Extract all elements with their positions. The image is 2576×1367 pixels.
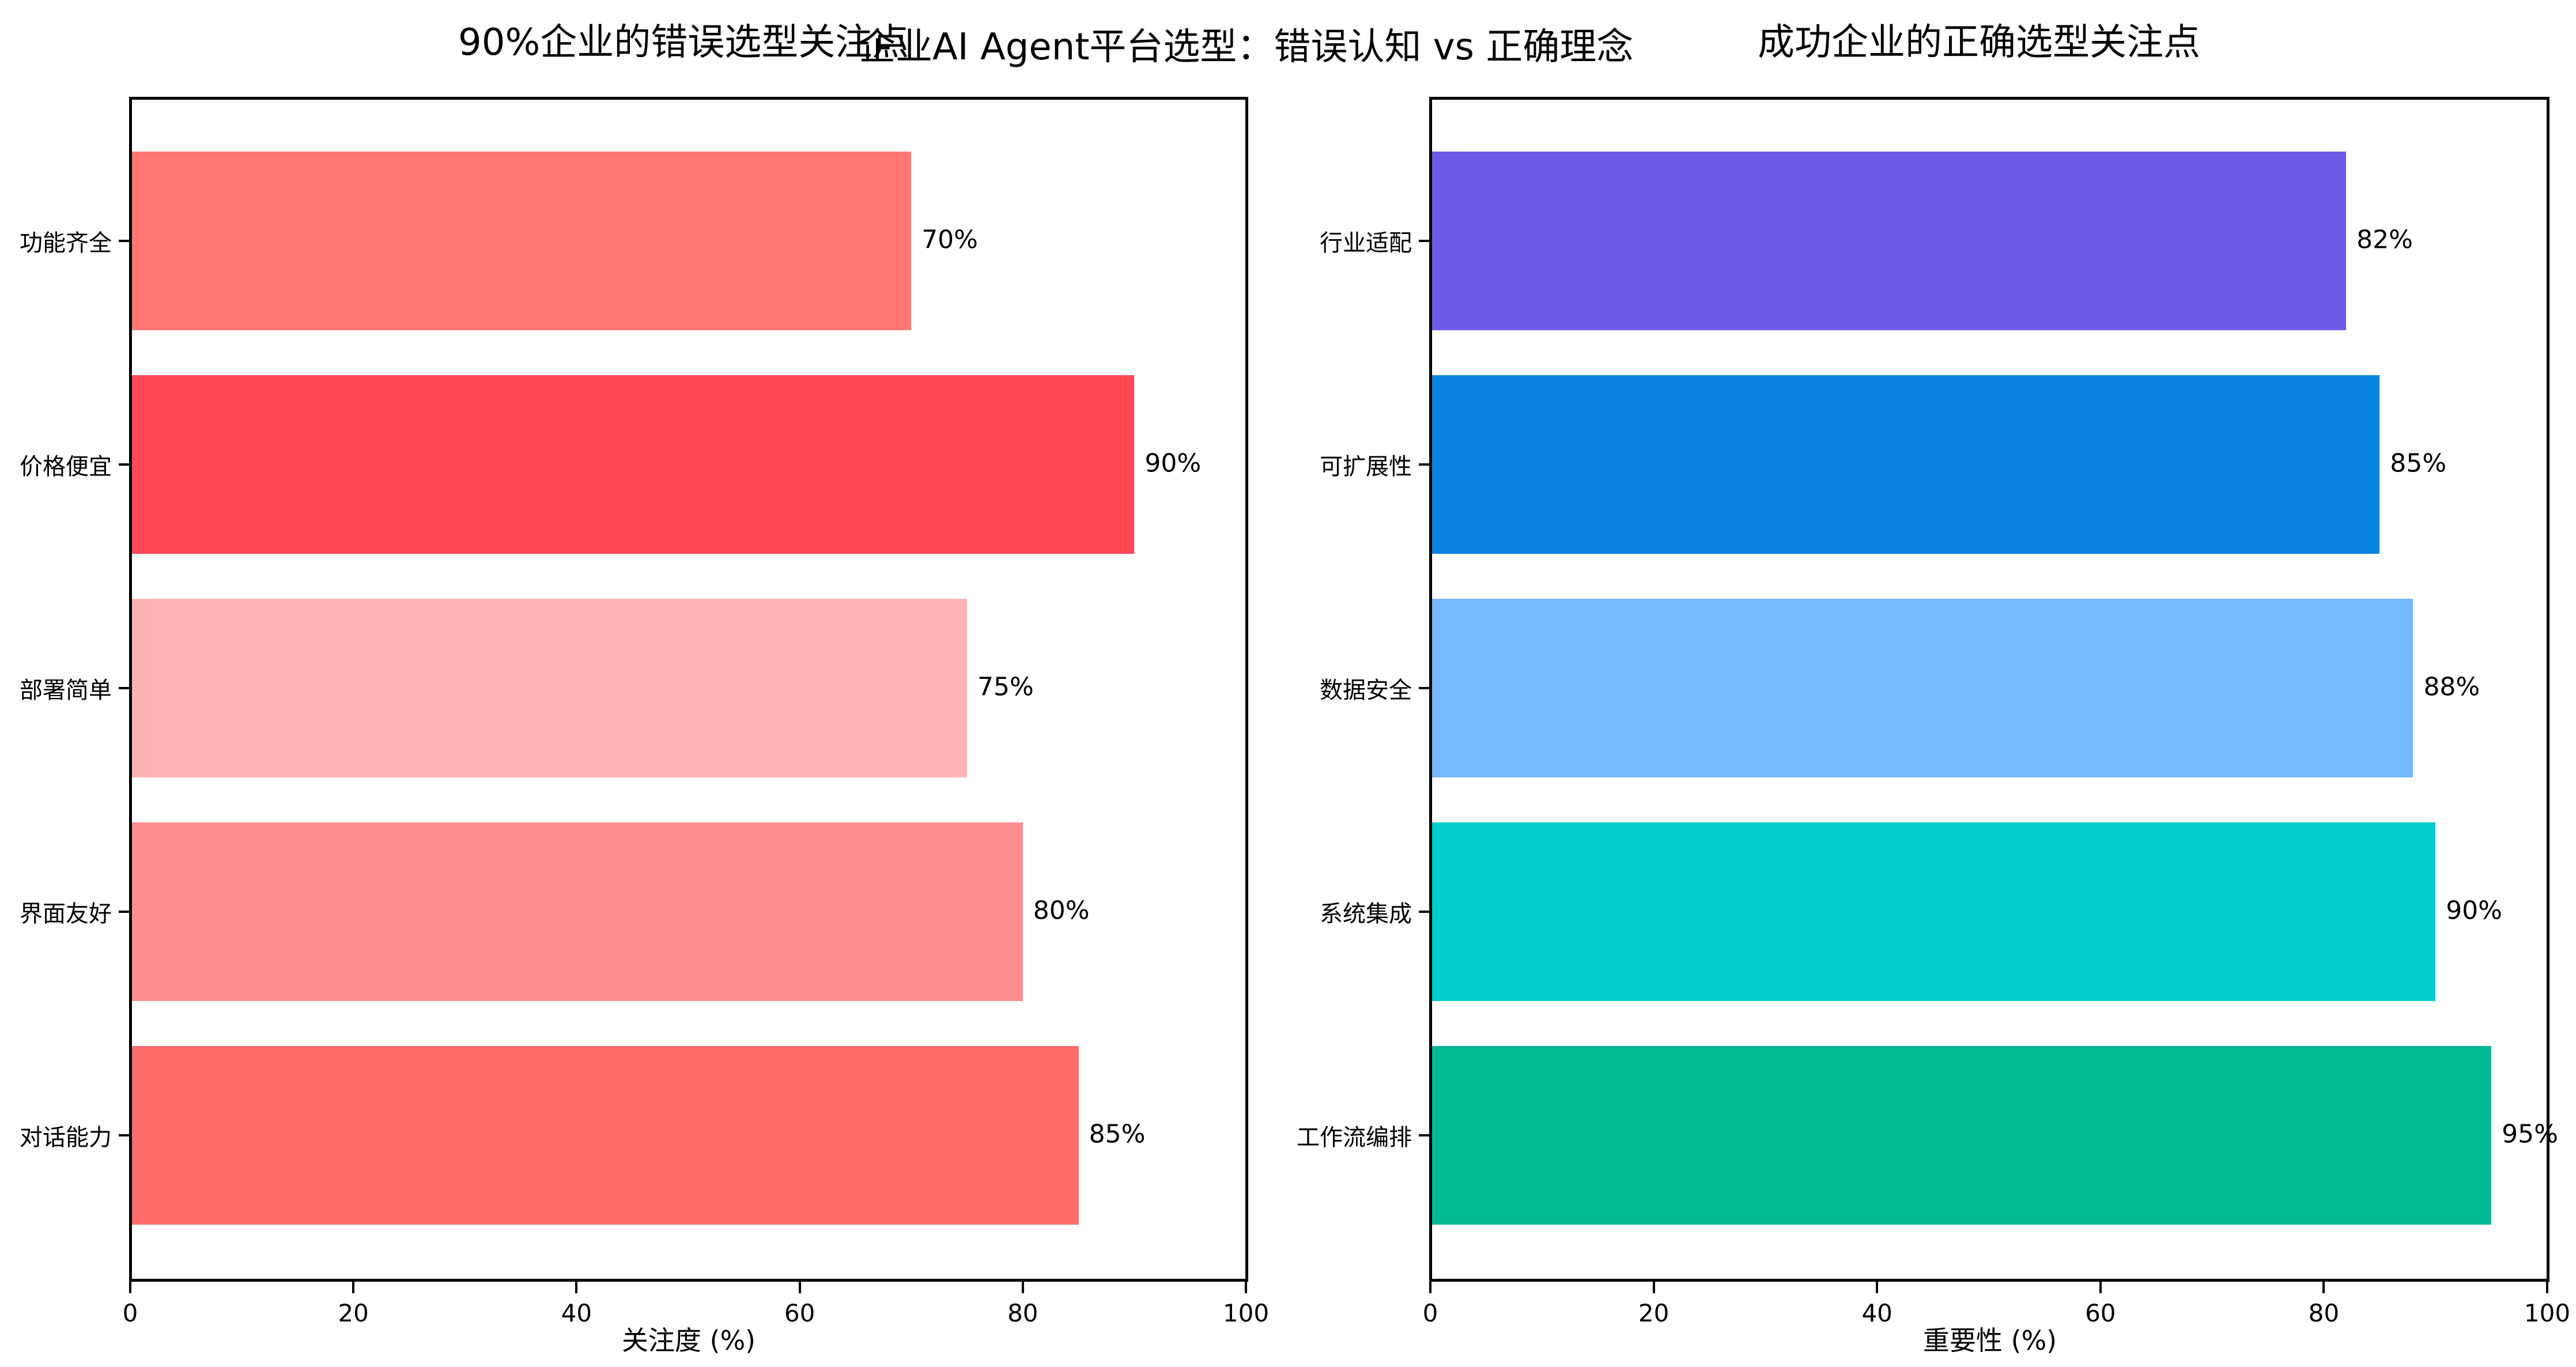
y-tick [119, 1134, 130, 1136]
bar-left-4 [130, 1046, 1079, 1225]
x-tick-label: 60 [784, 1299, 815, 1327]
y-tick-label: 系统集成 [1320, 901, 1412, 927]
x-tick-label: 20 [338, 1299, 369, 1327]
x-tick [2099, 1282, 2102, 1293]
x-tick [2322, 1282, 2325, 1293]
left-x-axis-label: 关注度 (%) [621, 1325, 756, 1356]
bar-right-4 [1430, 1046, 2492, 1225]
y-tick [1419, 240, 1430, 242]
bar-value-label: 85% [1089, 1119, 1146, 1149]
x-tick [798, 1282, 801, 1293]
x-tick-label: 40 [1861, 1299, 1893, 1327]
bar-value-label: 90% [2446, 896, 2502, 926]
x-tick [1652, 1282, 1655, 1293]
y-tick [1419, 911, 1430, 913]
left-chart-title: 90%企业的错误选型关注点 [458, 21, 909, 64]
x-tick-label: 100 [2524, 1299, 2571, 1327]
x-tick-label: 0 [122, 1299, 138, 1327]
bar-left-1 [130, 375, 1135, 554]
y-tick [119, 463, 130, 466]
bar-right-2 [1430, 599, 2413, 777]
y-tick [119, 911, 130, 913]
x-tick [2546, 1282, 2548, 1293]
bar-right-3 [1430, 822, 2436, 1001]
bar-left-0 [130, 152, 912, 330]
figure-suptitle: 企业AI Agent平台选型：错误认知 vs 正确理念 [859, 26, 1634, 69]
x-tick-label: 80 [1007, 1299, 1038, 1327]
y-tick [1419, 463, 1430, 466]
x-tick [1429, 1282, 1431, 1293]
y-tick [1419, 687, 1430, 689]
y-tick-label: 界面友好 [20, 901, 112, 927]
right-chart-axes [1429, 97, 2549, 1282]
right-x-axis-label: 重要性 (%) [1922, 1325, 2057, 1356]
x-tick [129, 1282, 131, 1293]
bar-value-label: 85% [2390, 448, 2447, 478]
x-tick [1021, 1282, 1024, 1293]
y-tick [119, 240, 130, 242]
x-tick-label: 80 [2308, 1299, 2340, 1327]
x-tick-label: 20 [1638, 1299, 1670, 1327]
bar-value-label: 90% [1145, 448, 1202, 478]
y-tick-label: 对话能力 [20, 1124, 112, 1151]
y-tick [119, 687, 130, 689]
x-tick [1245, 1282, 1247, 1293]
y-tick [1419, 1134, 1430, 1136]
left-chart-axes [129, 97, 1248, 1282]
bar-right-0 [1430, 152, 2347, 330]
x-tick-label: 60 [2085, 1299, 2116, 1327]
y-tick-label: 行业适配 [1320, 230, 1412, 256]
bar-right-1 [1430, 375, 2380, 554]
y-tick-label: 数据安全 [1320, 677, 1412, 704]
right-chart-title: 成功企业的正确选型关注点 [1758, 21, 2200, 64]
x-tick [1876, 1282, 1879, 1293]
bar-value-label: 70% [921, 225, 978, 255]
bar-value-label: 82% [2356, 225, 2413, 255]
y-tick-label: 部署简单 [20, 677, 112, 704]
bar-left-2 [130, 599, 967, 777]
bar-value-label: 75% [977, 672, 1034, 702]
x-tick-label: 100 [1222, 1299, 1270, 1327]
x-tick [575, 1282, 578, 1293]
x-tick [352, 1282, 355, 1293]
x-tick-label: 0 [1422, 1299, 1438, 1327]
bar-value-label: 88% [2423, 672, 2480, 702]
y-tick-label: 可扩展性 [1320, 454, 1412, 480]
y-tick-label: 功能齐全 [20, 230, 112, 256]
bar-left-3 [130, 822, 1023, 1001]
y-tick-label: 价格便宜 [20, 454, 112, 480]
bar-value-label: 80% [1033, 896, 1090, 926]
x-tick-label: 40 [561, 1299, 592, 1327]
y-tick-label: 工作流编排 [1297, 1124, 1412, 1151]
